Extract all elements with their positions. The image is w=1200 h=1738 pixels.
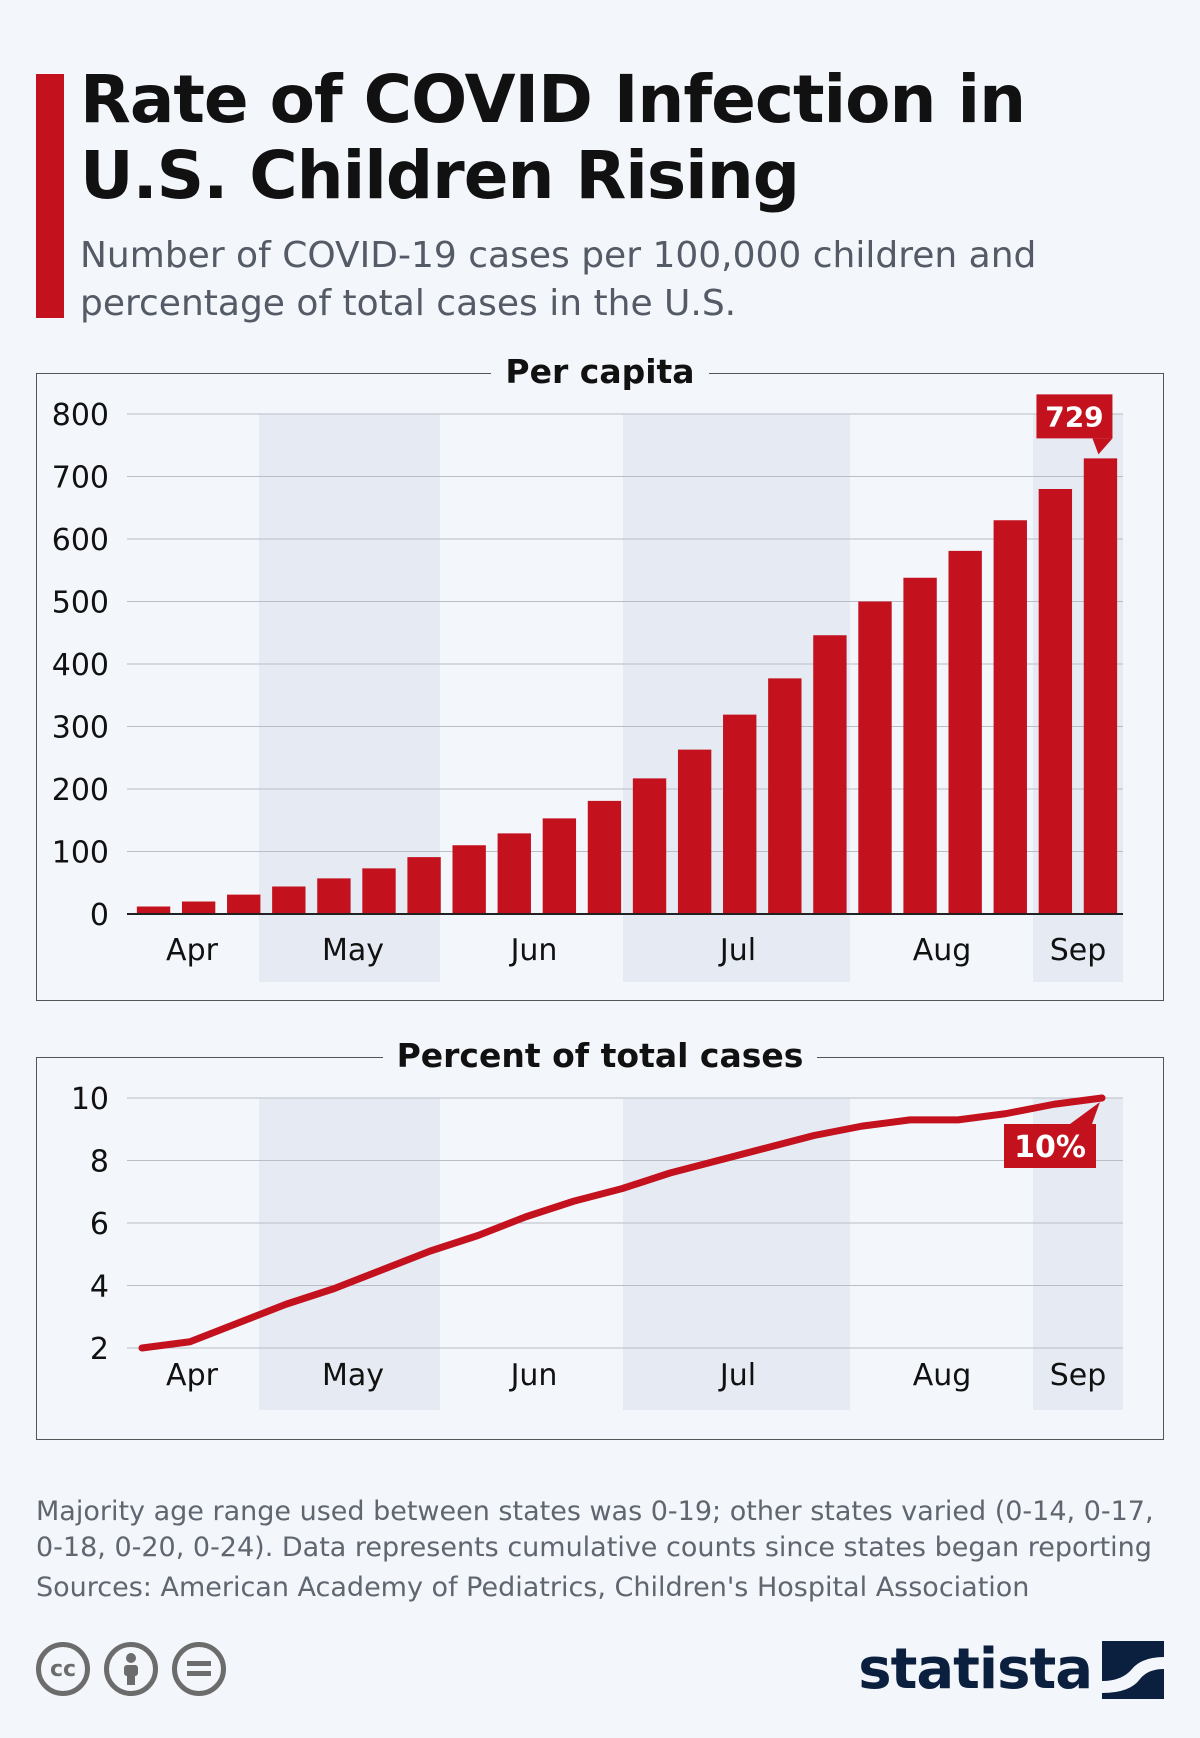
- x-tick-label: Jun: [509, 1358, 558, 1393]
- per-capita-title: Per capita: [37, 350, 1163, 394]
- bar: [768, 678, 802, 914]
- per-capita-chart: 0 100 200 300 400 500 600 700 800 Apr May Jun Jul Aug…: [52, 394, 1123, 982]
- x-tick-label: May: [322, 933, 384, 968]
- bar: [1083, 458, 1118, 914]
- x-tick-label: Apr: [166, 933, 219, 968]
- x-tick-label: May: [322, 1358, 384, 1393]
- y-tick-label: 700: [52, 461, 109, 496]
- series-line: [138, 1094, 1106, 1352]
- bar: [497, 833, 531, 914]
- callout-label: 10%: [1014, 1130, 1086, 1165]
- y-tick-label: 600: [52, 523, 109, 558]
- note-line-2: 0-18, 0-20, 0-24). Data represents cumul…: [36, 1532, 1152, 1563]
- x-tick-label: Sep: [1050, 933, 1107, 968]
- callout-box: [1036, 394, 1113, 439]
- callout-pointer: [1070, 1102, 1100, 1124]
- percent-panel: Percent of total cases 2 4 6 8 10 Apr May Jun Ju…: [36, 1036, 1164, 1440]
- attribution-icon[interactable]: [104, 1642, 158, 1696]
- y-tick-label: 100: [52, 836, 109, 871]
- percent-title: Percent of total cases: [37, 1034, 1163, 1078]
- x-tick-label: Jun: [509, 933, 558, 968]
- per-capita-panel: Per capita 0 100 200 300 400 500 600 700 800 Apr M…: [36, 352, 1164, 1001]
- y-tick-label: 8: [90, 1145, 109, 1180]
- percent-chart: 2 4 6 8 10 Apr May Jun Jul Aug Sep 10%: [71, 1082, 1123, 1410]
- brand-name: statista: [858, 1637, 1093, 1702]
- bar: [903, 577, 937, 914]
- title-accent-bar: [36, 74, 64, 318]
- bar: [362, 868, 396, 914]
- callout-box: [1004, 1124, 1096, 1168]
- bar: [723, 714, 757, 914]
- bar: [272, 886, 306, 914]
- bar: [407, 857, 441, 914]
- bar: [1038, 489, 1073, 914]
- cc-icon[interactable]: cc: [36, 1642, 90, 1696]
- y-tick-label: 2: [90, 1332, 109, 1367]
- bar: [136, 906, 171, 914]
- bar: [993, 520, 1027, 914]
- y-tick-label: 0: [90, 898, 109, 933]
- sources-text: Sources: American Academy of Pediatrics,…: [36, 1572, 1030, 1603]
- month-band: [623, 1098, 850, 1410]
- y-tick-label: 500: [52, 586, 109, 621]
- bar: [813, 635, 847, 914]
- page-title: Rate of COVID Infection in U.S. Children…: [80, 61, 1026, 214]
- y-tick-label: 4: [90, 1270, 109, 1305]
- y-tick-label: 6: [90, 1207, 109, 1242]
- bar: [632, 778, 667, 914]
- y-tick-label: 800: [52, 398, 109, 433]
- bar: [948, 550, 982, 914]
- x-tick-label: Jul: [718, 1358, 756, 1393]
- bar: [181, 901, 216, 914]
- license-icons[interactable]: cc: [36, 1642, 226, 1696]
- footnotes: Majority age range used between states w…: [36, 1494, 1166, 1606]
- bar: [677, 749, 712, 914]
- note-line-1: Majority age range used between states w…: [36, 1496, 1154, 1527]
- statista-logo[interactable]: statista: [858, 1640, 1164, 1700]
- x-tick-label: Aug: [913, 933, 972, 968]
- bar: [317, 878, 351, 914]
- callout-label: 729: [1045, 400, 1103, 433]
- month-band: [259, 1098, 440, 1410]
- bar: [452, 845, 486, 914]
- x-tick-label: Apr: [166, 1358, 219, 1393]
- y-tick-label: 300: [52, 711, 109, 746]
- y-tick-label: 200: [52, 773, 109, 808]
- x-tick-label: Sep: [1050, 1358, 1107, 1393]
- percent-title-text: Percent of total cases: [382, 1036, 818, 1075]
- bar: [587, 800, 622, 914]
- no-derivatives-icon[interactable]: [172, 1642, 226, 1696]
- x-tick-label: Aug: [913, 1358, 972, 1393]
- x-tick-label: Jul: [718, 933, 756, 968]
- statista-logo-icon: [1102, 1641, 1164, 1699]
- per-capita-title-text: Per capita: [491, 352, 709, 391]
- bar: [542, 818, 577, 914]
- y-tick-label: 400: [52, 648, 109, 683]
- bar: [858, 601, 892, 914]
- page-subtitle: Number of COVID-19 cases per 100,000 chi…: [80, 235, 1037, 324]
- bar: [227, 894, 261, 914]
- y-tick-label: 10: [71, 1082, 109, 1117]
- callout-pointer: [1092, 438, 1113, 455]
